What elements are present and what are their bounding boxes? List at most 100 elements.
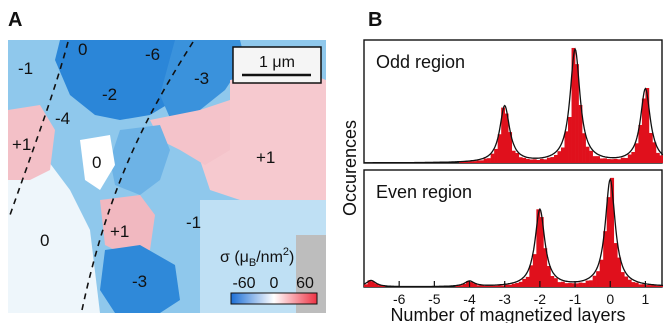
domain-label: 0	[92, 153, 101, 172]
histogram-bar	[585, 146, 590, 163]
histogram-bar	[599, 259, 604, 287]
x-tick-label: -3	[498, 291, 511, 307]
histogram-bar	[617, 257, 622, 287]
map-region-red-lower	[100, 195, 155, 255]
fit-curve	[363, 177, 663, 288]
histogram-bar	[473, 161, 477, 163]
histogram-bar	[515, 283, 520, 287]
histogram-bar	[634, 282, 639, 287]
histogram-bar	[578, 104, 583, 163]
map-region-blue-bottom	[100, 245, 180, 313]
histogram-bar	[652, 142, 657, 163]
histogram-chart: Odd region Even region -6 -5 -4 -3 -2 -1 0 1	[363, 39, 663, 307]
colorbar: σ (μB/nm2) -60 0 60	[220, 246, 318, 305]
histogram-bar	[469, 161, 474, 163]
colorbar-title-sub: B	[249, 257, 256, 269]
histogram-bar	[550, 157, 555, 163]
histogram-bar	[532, 159, 537, 163]
histogram-bar	[617, 159, 622, 163]
histogram-bar	[518, 157, 523, 163]
map-region-blue-center	[110, 125, 170, 195]
colorbar-tick-label: 0	[270, 275, 279, 292]
x-tick-label: -1	[569, 291, 582, 307]
colorbar-tick-label: 60	[296, 275, 314, 292]
map-region-blue-top-right	[160, 40, 245, 118]
histogram-bar	[553, 278, 558, 287]
histogram-bar	[592, 156, 597, 163]
domain-boundary-right	[81, 41, 194, 311]
histogram-bar	[613, 243, 618, 287]
histogram-bar	[532, 254, 537, 287]
histogram-bar	[546, 157, 551, 163]
histogram-bar	[539, 158, 544, 163]
histogram-bar	[483, 285, 488, 287]
histogram-bar	[592, 275, 597, 287]
x-tick-label: -4	[463, 291, 476, 307]
colorbar-tick-label: -60	[232, 275, 255, 292]
histogram-bar	[645, 285, 650, 287]
histogram-bar	[515, 153, 520, 163]
histogram-bar	[371, 281, 375, 287]
magnetization-map	[8, 40, 326, 313]
histogram-bar	[543, 159, 548, 163]
colorbar-title-sup: 2	[283, 246, 289, 258]
colorbar-title-unit: /nm	[256, 249, 283, 266]
histogram-bar	[501, 107, 506, 163]
histogram-bar	[638, 284, 643, 287]
histogram-bar	[525, 158, 530, 163]
histogram-bar	[480, 285, 484, 287]
histogram-bar	[466, 161, 470, 163]
domain-label: 0	[78, 40, 87, 59]
histogram-bar	[504, 284, 509, 287]
histogram-bar	[511, 283, 516, 287]
histogram-bar	[553, 154, 558, 163]
histogram-bar	[599, 158, 604, 163]
histogram-bar	[487, 158, 491, 163]
histogram-bar	[631, 282, 636, 287]
histogram-bar	[582, 133, 586, 163]
x-tick-label: 0	[606, 291, 614, 307]
y-axis-title: Occurences	[340, 120, 360, 216]
histogram-bar	[571, 283, 576, 287]
histogram-bar	[381, 285, 386, 287]
histogram-bar	[522, 157, 527, 163]
histogram-bar	[613, 158, 618, 163]
domain-labels: 0 -6 -1 -3 -2 -4 +1 0 +1 -1 0 +1 -3	[12, 40, 275, 291]
histogram-bar	[648, 285, 653, 287]
histogram-bar	[536, 209, 541, 287]
histogram-bar	[557, 282, 562, 287]
map-region-red-left	[8, 105, 55, 180]
fit-curve	[364, 47, 663, 164]
histogram-bar	[508, 284, 513, 287]
histogram-bar	[634, 143, 639, 163]
histogram-bar	[659, 285, 663, 287]
histogram-bar	[483, 158, 488, 163]
histogram-bar	[606, 197, 611, 287]
scale-bar-label: 1 μm	[259, 54, 295, 71]
histogram-bar	[568, 116, 572, 163]
domain-label: -4	[55, 109, 70, 128]
histogram-bar	[571, 47, 576, 163]
histogram-bar	[539, 217, 544, 287]
colorbar-title-close: )	[289, 249, 294, 266]
histogram-bar	[497, 285, 502, 287]
domain-label: +1	[110, 222, 129, 241]
histogram-bar	[603, 158, 608, 163]
histogram-bar	[476, 160, 481, 163]
histogram-bar	[364, 284, 368, 287]
histogram-bar	[490, 153, 495, 163]
region-title: Even region	[376, 182, 472, 202]
histogram-bar	[497, 134, 502, 163]
colorbar-title: σ (μB/nm2)	[220, 246, 294, 269]
panel-b-letter: B	[368, 9, 382, 31]
histogram-bar	[494, 285, 498, 287]
histogram-bar	[620, 157, 625, 163]
histogram-bar	[462, 283, 467, 287]
histogram-bar	[620, 272, 625, 287]
histogram-bar	[557, 151, 562, 163]
histogram-bar	[546, 265, 551, 287]
histogram-bar	[455, 285, 460, 287]
histogram-bar	[564, 131, 569, 163]
histogram-bar	[575, 64, 579, 163]
histogram-bar	[641, 284, 646, 287]
